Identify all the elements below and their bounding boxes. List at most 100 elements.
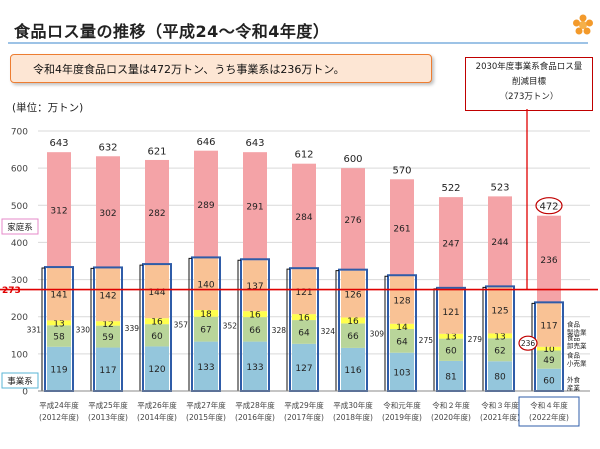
bar-segment-retail: [145, 324, 169, 347]
legend-restaurant: 産業: [567, 383, 581, 392]
bar-segment-restaurant: [439, 360, 463, 391]
data-label-retail: 64: [298, 328, 310, 338]
x-tick-label: (2016年度): [235, 412, 275, 422]
data-label-retail: 66: [249, 326, 261, 336]
y-tick-label: 0: [22, 388, 28, 398]
y-tick-label: 600: [11, 165, 28, 175]
bar-segment-wholesale: [341, 317, 365, 324]
household-label: 家庭系: [7, 222, 33, 233]
bar-segment-wholesale: [439, 333, 463, 339]
bar-segment-restaurant: [537, 368, 561, 391]
bar-segment-manufacturing: [47, 268, 71, 321]
data-label-restaurant: 127: [295, 364, 312, 374]
legend-manufacturing: 食品: [567, 319, 580, 328]
bar-segment-retail: [390, 328, 414, 353]
bar-segment-household: [145, 159, 169, 265]
data-label-restaurant: 133: [197, 363, 214, 373]
bar-segment-household: [537, 215, 561, 304]
y-tick-label: 200: [11, 313, 28, 323]
bar-segment-manufacturing: [537, 303, 561, 347]
x-tick-label: (2022年度): [529, 412, 569, 422]
bar-segment-manufacturing: [390, 276, 414, 324]
y-tick-label: 700: [11, 128, 28, 138]
legend-retail: 小売業: [567, 359, 587, 368]
x-tick-label: (2019年度): [382, 412, 422, 422]
total-label: 632: [98, 142, 117, 153]
business-total-label: 330: [76, 326, 91, 335]
data-label-household: 236: [540, 256, 557, 266]
bar-segment-wholesale: [194, 310, 218, 317]
business-total-label: 328: [272, 326, 287, 335]
bar-segment-wholesale: [292, 314, 316, 321]
bar-segment-wholesale: [145, 318, 169, 325]
x-tick-label: 令和４年度: [530, 400, 568, 410]
business-total-label: 324: [321, 327, 336, 336]
bar-segment-wholesale: [488, 333, 512, 339]
bar-segment-retail: [341, 323, 365, 348]
bar-segment-restaurant: [488, 361, 512, 391]
y-tick-label: 500: [11, 202, 28, 212]
x-tick-label: 平成29年度: [284, 400, 324, 410]
data-label-retail: 59: [102, 333, 114, 343]
x-tick-label: (2018年度): [333, 412, 373, 422]
data-label-household: 261: [393, 224, 410, 234]
data-label-manufacturing: 117: [540, 322, 557, 332]
bar-segment-restaurant: [243, 341, 267, 391]
bar-segment-wholesale: [96, 321, 120, 326]
data-label-manufacturing: 141: [50, 291, 67, 301]
business-total-label: 352: [223, 322, 238, 331]
bar-segment-manufacturing: [488, 287, 512, 334]
data-label-restaurant: 120: [148, 365, 165, 375]
data-label-retail: 67: [200, 326, 211, 336]
x-tick-label: 平成30年度: [333, 400, 373, 410]
data-label-manufacturing: 142: [99, 291, 116, 301]
data-label-retail: 66: [347, 332, 359, 342]
target-note-line2: 削減目標: [511, 77, 546, 87]
bar-segment-wholesale: [243, 311, 267, 318]
bar-segment-retail: [47, 325, 71, 347]
bar-segment-manufacturing: [194, 258, 218, 311]
data-label-household: 276: [344, 216, 361, 226]
bar-segment-household: [488, 196, 512, 287]
bar-segment-household: [390, 179, 414, 277]
x-tick-label: 令和３年度: [481, 400, 519, 410]
business-total-label: 339: [125, 324, 140, 333]
government-logo-icon: [573, 14, 593, 35]
bar-segment-retail: [194, 316, 218, 342]
business-label: 事業系: [7, 376, 33, 387]
business-total-label: 331: [27, 326, 42, 335]
total-label: 600: [343, 154, 362, 165]
bar-segment-restaurant: [47, 346, 71, 391]
bar-segment-manufacturing: [96, 268, 120, 322]
data-label-wholesale: 16: [151, 318, 163, 328]
data-label-manufacturing: 125: [491, 307, 508, 317]
legend-retail: 食品: [567, 351, 580, 360]
summary-callout-text: 令和4年度食品ロス量は472万トン、うち事業系は236万トン。: [33, 63, 345, 76]
bar-segment-restaurant: [96, 347, 120, 391]
data-label-restaurant: 103: [393, 368, 410, 378]
legend-wholesale: 食品: [567, 333, 580, 342]
data-label-wholesale: 16: [249, 311, 261, 321]
bar-segment-household: [341, 168, 365, 271]
x-tick-label: 平成28年度: [235, 400, 275, 410]
bar-segment-restaurant: [292, 343, 316, 391]
total-label: 643: [245, 138, 264, 149]
bar-segment-retail: [96, 325, 120, 348]
business-total-label: 357: [174, 321, 189, 330]
x-tick-label: (2015年度): [186, 412, 226, 422]
x-tick-label: 令和２年度: [432, 400, 470, 410]
bar-segment-manufacturing: [341, 270, 365, 318]
data-label-wholesale: 10: [543, 345, 555, 355]
bar-segment-manufacturing: [243, 260, 267, 312]
bar-segment-restaurant: [194, 341, 218, 391]
x-tick-label: (2013年度): [88, 412, 128, 422]
total-label: 621: [147, 146, 166, 157]
latest-year-box: [518, 396, 580, 427]
y-tick-label: 100: [11, 350, 28, 360]
bar-segment-household: [47, 152, 71, 269]
total-label: 570: [392, 165, 411, 176]
bar-segment-household: [439, 197, 463, 289]
bar-segment-manufacturing: [145, 264, 169, 319]
data-label-restaurant: 81: [445, 372, 456, 382]
data-label-household: 291: [246, 203, 263, 213]
